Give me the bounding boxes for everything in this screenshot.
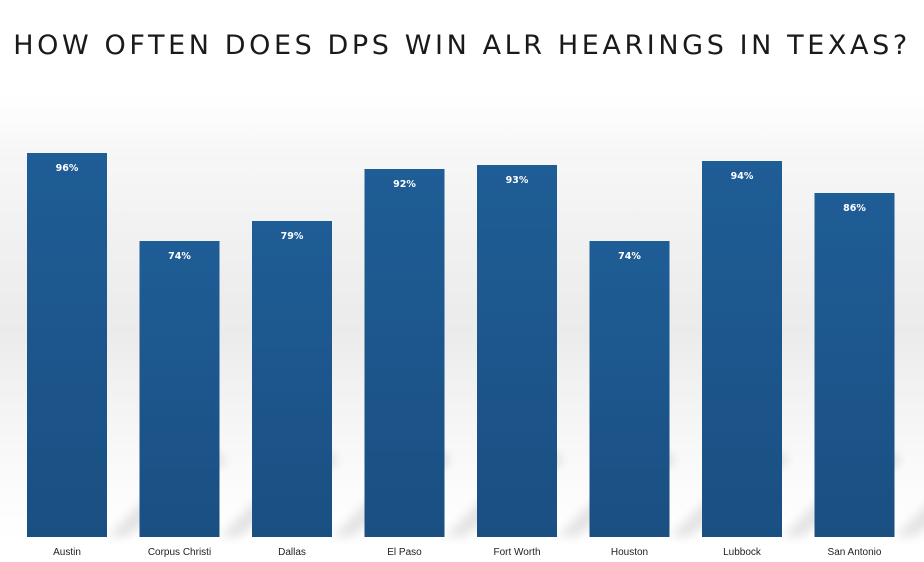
bar-fort-worth: [477, 165, 557, 537]
tick-label-el-paso: El Paso: [387, 547, 422, 558]
bar-corpus-christi: [139, 241, 220, 537]
bar-el-paso: [364, 169, 445, 537]
bars-group: [27, 153, 895, 537]
tick-label-dallas: Dallas: [278, 547, 306, 558]
data-label-austin: 96%: [56, 163, 79, 174]
bar-lubbock: [702, 161, 782, 537]
tick-label-corpus-christi: Corpus Christi: [148, 547, 211, 558]
data-label-dallas: 79%: [281, 231, 304, 242]
tick-label-austin: Austin: [53, 547, 81, 558]
tick-label-fort-worth: Fort Worth: [493, 547, 540, 558]
data-label-houston: 74%: [618, 251, 641, 262]
x-axis-tick-labels: Austin Corpus Christi Dallas El Paso Fort Wo…: [53, 547, 882, 558]
data-label-lubbock: 94%: [731, 171, 754, 182]
data-label-fort-worth: 93%: [506, 175, 529, 186]
data-label-el-paso: 92%: [393, 179, 416, 190]
tick-label-san-antonio: San Antonio: [828, 547, 882, 558]
chart-title: HOW OFTEN DOES DPS WIN ALR HEARINGS IN T…: [13, 30, 911, 61]
bar-san-antonio: [814, 193, 895, 537]
tick-label-houston: Houston: [611, 547, 648, 558]
data-label-san-antonio: 86%: [843, 203, 866, 214]
bar-houston: [589, 241, 670, 537]
data-label-corpus-christi: 74%: [168, 251, 191, 262]
value-labels-group: 96% 74% 79% 92% 93% 74% 94% 86%: [56, 163, 867, 262]
bar-austin: [27, 153, 107, 537]
tick-label-lubbock: Lubbock: [723, 547, 762, 558]
bar-shadow-san-antonio: [894, 507, 924, 537]
bar-dallas: [252, 221, 332, 537]
